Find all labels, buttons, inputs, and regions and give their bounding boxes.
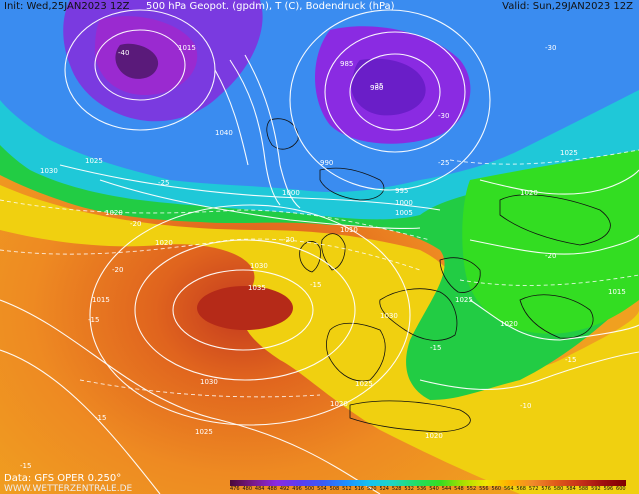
colorbar-tick: 600 bbox=[616, 486, 626, 492]
init-time-label: Init: Wed,25JAN2023 12Z bbox=[4, 1, 130, 12]
isobar-label: 1030 bbox=[380, 312, 398, 320]
isobar-label: 1025 bbox=[85, 157, 103, 165]
colorbar-tick: 512 bbox=[342, 486, 352, 492]
map-title: 500 hPa Geopot. (gpdm), T (C), Bodendruc… bbox=[146, 1, 395, 12]
colorbar-ticks: 476 480 484 488 492 496 500 504 508 512 516 520 524 5… bbox=[230, 486, 626, 492]
website-label: WWW.WETTERZENTRALE.DE bbox=[4, 484, 133, 494]
colorbar: 476 480 484 488 492 496 500 504 508 512 516 520 524 5… bbox=[230, 480, 626, 492]
colorbar-tick: 568 bbox=[516, 486, 526, 492]
colorbar-tick: 556 bbox=[479, 486, 489, 492]
isobar-label: 1015 bbox=[178, 44, 196, 52]
colorbar-tick: 496 bbox=[292, 486, 302, 492]
isobar-label: 1025 bbox=[455, 296, 473, 304]
colorbar-tick: 584 bbox=[566, 486, 576, 492]
temperature-label: -35 bbox=[372, 82, 383, 90]
isobar-label: 990 bbox=[320, 159, 333, 167]
eastern-low-center bbox=[351, 58, 426, 116]
colorbar-tick: 536 bbox=[416, 486, 427, 492]
colorbar-tick: 548 bbox=[454, 486, 464, 492]
east-green bbox=[462, 150, 639, 334]
colorbar-tick: 592 bbox=[591, 486, 601, 492]
temperature-labels: -40 -35 -30 -25 -25 -20 -20 -20 -15 -30 … bbox=[20, 44, 576, 470]
western-low-center bbox=[115, 43, 159, 79]
colorbar-tick: 564 bbox=[503, 486, 514, 492]
colorbar-gradient bbox=[230, 480, 626, 486]
coastlines bbox=[266, 118, 611, 433]
isobar-label: 1030 bbox=[40, 167, 58, 175]
colorbar-tick: 488 bbox=[267, 486, 277, 492]
isobar-label: 1020 bbox=[155, 239, 173, 247]
colorbar-tick: 596 bbox=[603, 486, 614, 492]
colorbar-tick: 476 bbox=[230, 486, 240, 492]
colorbar-tick: 492 bbox=[279, 486, 290, 492]
colorbar-tick: 524 bbox=[379, 486, 389, 492]
isobar-label: 1015 bbox=[92, 296, 110, 304]
valid-time-label: Valid: Sun,29JAN2023 12Z bbox=[502, 1, 633, 12]
temperature-label: -40 bbox=[118, 49, 129, 57]
isobar-label: 1000 bbox=[395, 199, 413, 207]
colorbar-tick: 484 bbox=[254, 486, 265, 492]
isobar-label: 1020 bbox=[500, 320, 518, 328]
colorbar-tick: 480 bbox=[242, 486, 252, 492]
colorbar-tick: 552 bbox=[466, 486, 477, 492]
isobar-label: 1020 bbox=[520, 189, 538, 197]
temperature-label: -30 bbox=[545, 44, 556, 52]
isobar-label: 1025 bbox=[195, 428, 213, 436]
isobars bbox=[0, 9, 639, 494]
colorbar-tick: 520 bbox=[366, 486, 377, 492]
temperature-label: -20 bbox=[545, 252, 556, 260]
high-center bbox=[197, 286, 293, 330]
colorbar-tick: 572 bbox=[528, 486, 539, 492]
colorbar-tick: 516 bbox=[354, 486, 365, 492]
temperature-contours bbox=[0, 149, 639, 398]
isobar-label: 995 bbox=[395, 187, 408, 195]
header-bar: Init: Wed,25JAN2023 12Z 500 hPa Geopot. … bbox=[0, 0, 639, 14]
temperature-label: -15 bbox=[565, 356, 576, 364]
colorbar-tick: 580 bbox=[553, 486, 564, 492]
isobar-labels: 1015 1025 1020 1010 1005 1000 995 990 98… bbox=[40, 44, 626, 440]
temperature-label: -15 bbox=[20, 462, 31, 470]
isobar-label: 985 bbox=[340, 60, 353, 68]
isobar-label: 1005 bbox=[395, 209, 413, 217]
isobar-label: 1020 bbox=[425, 432, 443, 440]
colorbar-tick: 528 bbox=[391, 486, 402, 492]
isobar-label: 1030 bbox=[200, 378, 218, 386]
isobar-label: 1000 bbox=[282, 189, 300, 197]
isobar-label: 1010 bbox=[340, 226, 358, 234]
isobar-label: 1015 bbox=[608, 288, 626, 296]
colorbar-tick: 500 bbox=[304, 486, 315, 492]
colorbar-tick: 540 bbox=[429, 486, 439, 492]
temperature-label: -15 bbox=[430, 344, 441, 352]
colorbar-tick: 504 bbox=[317, 486, 327, 492]
isobar-label: 1030 bbox=[250, 262, 268, 270]
temperature-label: -15 bbox=[88, 316, 99, 324]
isobar-label: 1020 bbox=[105, 209, 123, 217]
temperature-label: -20 bbox=[112, 266, 123, 274]
temperature-label: -25 bbox=[158, 179, 169, 187]
temperature-label: -10 bbox=[520, 402, 531, 410]
temperature-label: -20 bbox=[283, 236, 294, 244]
yellow-band bbox=[0, 185, 639, 494]
isobar-label: 1025 bbox=[560, 149, 578, 157]
data-source-label: Data: GFS OPER 0.250° bbox=[4, 473, 122, 484]
isobar-label: 1035 bbox=[248, 284, 266, 292]
temperature-label: -15 bbox=[95, 414, 106, 422]
colorbar-tick: 588 bbox=[578, 486, 589, 492]
colorbar-tick: 560 bbox=[491, 486, 502, 492]
temperature-label: -20 bbox=[130, 220, 141, 228]
colorbar-tick: 544 bbox=[441, 486, 452, 492]
isobar-label: 1025 bbox=[355, 380, 373, 388]
temperature-label: -15 bbox=[310, 281, 321, 289]
isobar-label: 980 bbox=[370, 84, 383, 92]
colorbar-tick: 532 bbox=[404, 486, 414, 492]
isobar-label: 1020 bbox=[330, 400, 348, 408]
colorbar-tick: 508 bbox=[329, 486, 340, 492]
temperature-label: -25 bbox=[438, 159, 449, 167]
isobar-label: 1040 bbox=[215, 129, 233, 137]
colorbar-tick: 576 bbox=[541, 486, 551, 492]
temperature-label: -30 bbox=[438, 112, 449, 120]
